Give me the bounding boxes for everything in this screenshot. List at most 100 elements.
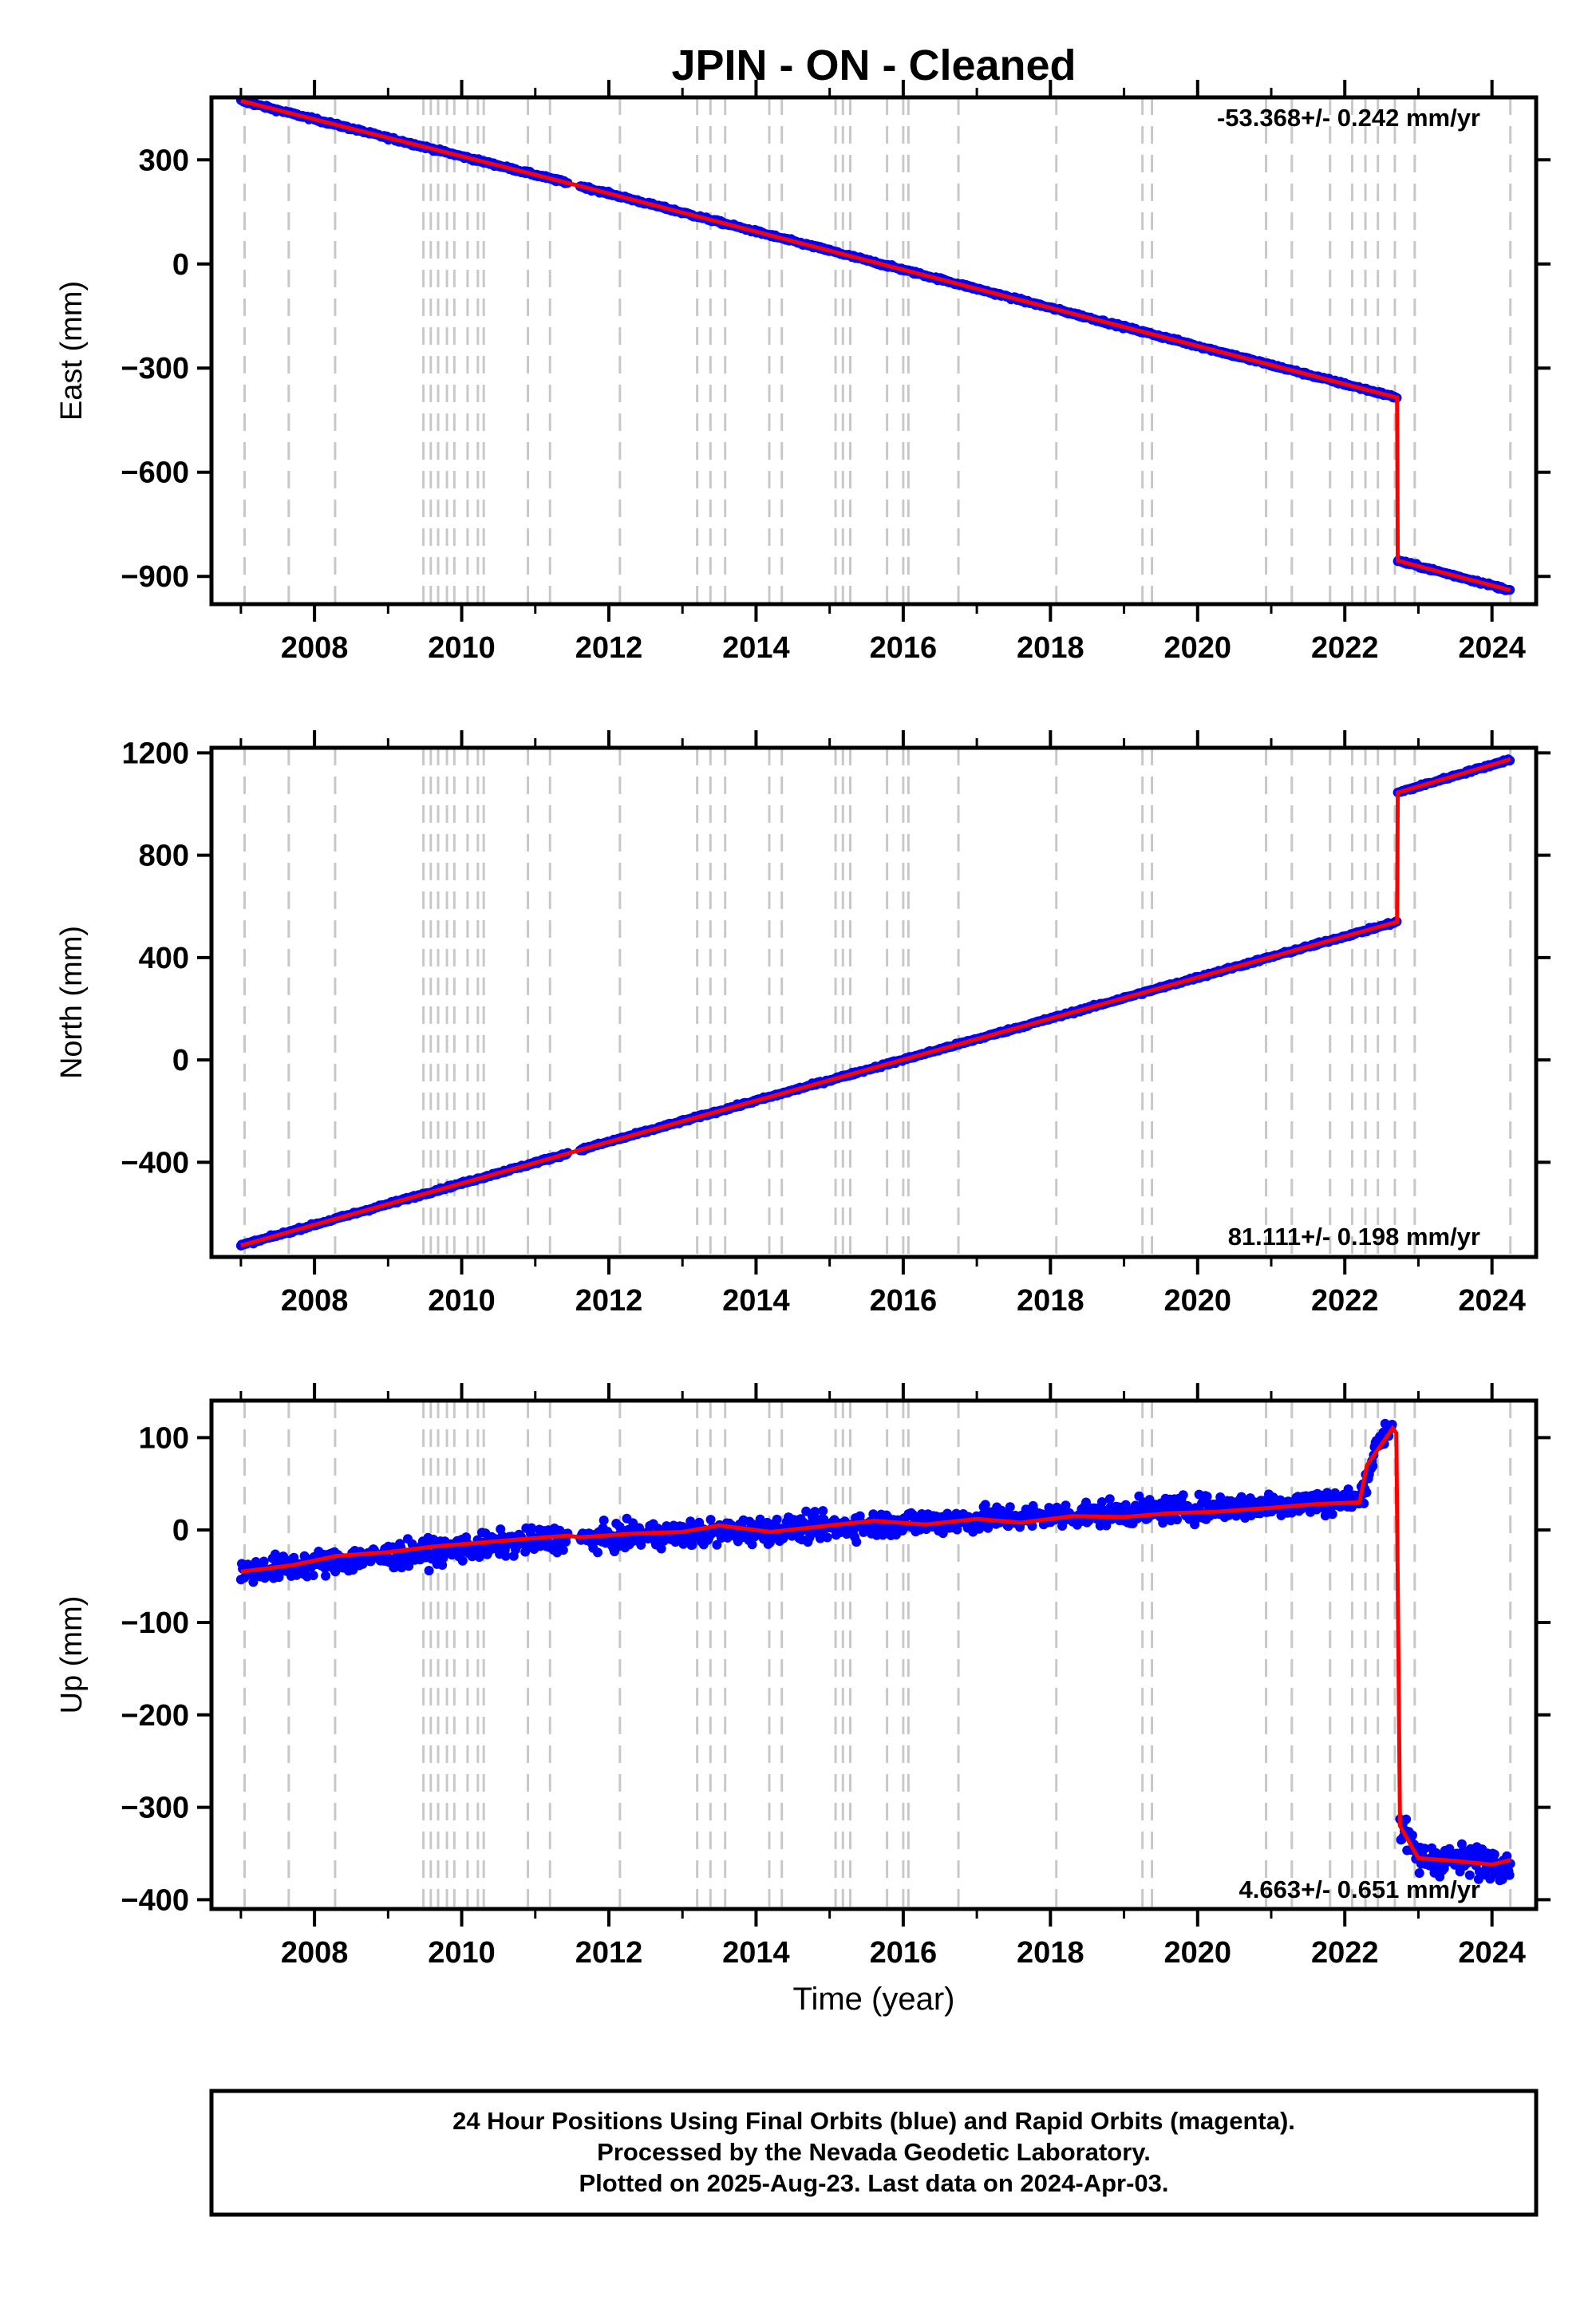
position-point [1504,1870,1515,1880]
position-point [755,1514,765,1524]
position-point [593,1547,602,1558]
position-point [1061,1500,1071,1511]
x-tick-label: 2014 [722,1284,790,1318]
x-tick-label: 2012 [575,1284,643,1318]
y-tick-label: −300 [120,1792,189,1825]
x-tick-label: 2008 [281,1936,349,1970]
y-tick-label: −400 [120,1883,189,1917]
y-tick-label: 100 [139,1421,189,1455]
position-point [1473,1874,1483,1884]
chart-title: JPIN - ON - Cleaned [671,41,1076,89]
plot-frame [209,745,1539,1259]
y-tick-label: 400 [139,942,189,975]
position-point [980,1500,990,1510]
x-tick-label: 2014 [722,1936,790,1970]
position-point [822,1532,832,1543]
velocity-label: 81.111+/- 0.198 mm/yr [1228,1223,1480,1251]
x-tick-label: 2022 [1311,1936,1379,1970]
position-point [259,1556,269,1567]
x-tick-label: 2018 [1017,1936,1084,1970]
y-tick-label: 800 [139,840,189,873]
x-tick-label: 2024 [1458,631,1526,665]
y-tick-label: 0 [172,248,189,282]
y-axis-label: Up (mm) [55,1596,89,1714]
daily-positions [235,754,1515,1251]
x-tick-label: 2016 [870,1936,938,1970]
position-point [818,1506,828,1516]
x-tick-label: 2016 [870,631,938,665]
x-tick-label: 2020 [1164,1284,1232,1318]
x-tick-label: 2014 [722,631,790,665]
y-axis-label: East (mm) [55,281,89,421]
position-point [598,1516,609,1525]
y-tick-label: −900 [120,560,189,594]
y-tick-label: −100 [120,1607,189,1640]
velocity-label: 4.663+/- 0.651 mm/yr [1239,1875,1480,1903]
plot-frame [209,95,1539,607]
y-tick-label: 0 [172,1514,189,1547]
position-point [687,1539,697,1550]
y-tick-label: 0 [172,1044,189,1077]
position-point [437,1560,448,1570]
position-point [424,1566,434,1575]
fit-line [240,98,1511,593]
y-axis-label: North (mm) [55,926,89,1079]
position-point [1343,1484,1353,1494]
x-tick-label: 2010 [428,631,496,665]
position-point [274,1572,284,1583]
position-point [613,1541,623,1551]
position-point [558,1545,568,1555]
position-point [705,1515,716,1525]
footer-line-3: Plotted on 2025-Aug-23. Last data on 202… [579,2169,1168,2197]
x-tick-label: 2012 [575,631,643,665]
position-point [457,1555,468,1566]
position-point [1104,1494,1115,1504]
position-point [1096,1497,1107,1507]
footer-box: 24 Hour Positions Using Final Orbits (bl… [209,2089,1539,2217]
y-tick-label: −300 [120,352,189,385]
daily-positions [235,1418,1515,1886]
x-tick-label: 2020 [1164,1936,1232,1970]
position-point [321,1571,331,1581]
position-point [1414,1868,1424,1878]
position-point [1202,1492,1212,1502]
fit-line [240,757,1511,1248]
y-tick-label: 300 [139,144,189,177]
position-point [1101,1520,1112,1531]
velocity-label: -53.368+/- 0.242 mm/yr [1217,104,1480,132]
footer-line-2: Processed by the Nevada Geodetic Laborat… [597,2138,1151,2166]
x-tick-label: 2008 [281,1284,349,1318]
position-point [772,1514,782,1524]
up-panel: 100 0 −100 −200 −300 −400 2008 2010 2012 2014 2016… [55,1383,1551,1970]
position-point [527,1523,536,1533]
position-point [1401,1814,1412,1824]
y-tick-label: −600 [120,456,189,490]
position-point [1387,1420,1397,1429]
position-point [1178,1490,1188,1500]
x-axis-label: Time (year) [793,1982,955,2017]
position-point [1420,1844,1430,1854]
position-point [1456,1839,1467,1849]
y-tick-label: 1200 [121,737,189,770]
position-point [308,1571,318,1580]
north-panel: 1200 800 400 0 −400 2008 2010 2012 2014 2016 2018 2… [55,730,1551,1318]
position-point [952,1524,962,1535]
x-tick-label: 2024 [1458,1936,1526,1970]
position-point [1327,1509,1337,1520]
position-point [248,1577,259,1587]
position-point [500,1551,511,1561]
position-point [747,1539,757,1550]
x-tick-label: 2020 [1164,631,1232,665]
x-tick-label: 2018 [1017,631,1084,665]
position-point [1407,1830,1417,1840]
position-point [1361,1488,1372,1498]
x-tick-label: 2024 [1458,1284,1526,1318]
y-tick-label: −400 [120,1146,189,1180]
fit-line [240,1425,1511,1867]
x-tick-label: 2012 [575,1936,643,1970]
position-point [804,1532,815,1543]
x-tick-label: 2016 [870,1284,938,1318]
position-point [1005,1502,1015,1512]
daily-positions [235,95,1515,595]
